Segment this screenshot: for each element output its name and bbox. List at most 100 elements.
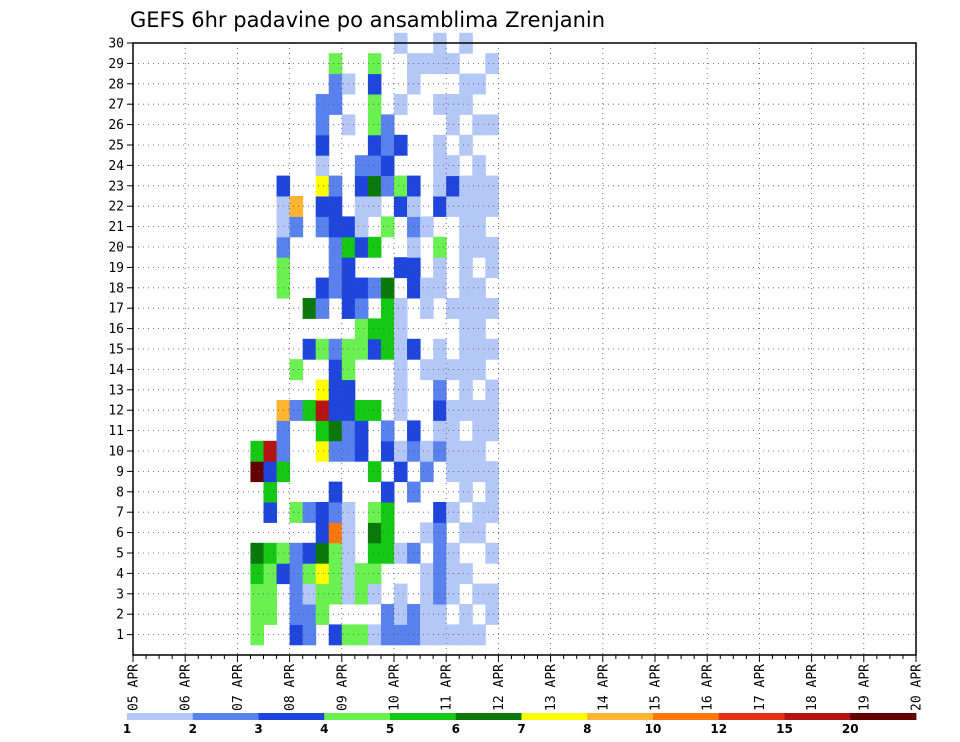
heatmap-cell — [302, 298, 317, 319]
heatmap-cell — [394, 257, 408, 279]
heatmap-cell — [485, 175, 499, 197]
heatmap-cell — [328, 73, 343, 95]
heatmap-cell — [367, 583, 382, 605]
y-tick-label: 29 — [108, 57, 124, 72]
heatmap-cell — [472, 522, 486, 544]
heatmap-cell — [289, 400, 304, 421]
heatmap-cell — [367, 94, 382, 115]
colorbar-swatch — [324, 713, 391, 720]
heatmap-cell — [459, 216, 473, 238]
y-tick-label: 6 — [116, 526, 124, 541]
heatmap-cell — [367, 196, 382, 217]
heatmap-cell — [459, 522, 473, 544]
y-tick-label: 25 — [108, 139, 124, 154]
y-tick-label: 14 — [108, 363, 124, 378]
heatmap-cell — [394, 94, 408, 115]
y-tick-label: 24 — [108, 159, 124, 174]
colorbar-swatch — [850, 713, 917, 720]
heatmap-cell — [446, 461, 460, 483]
heatmap-cell — [315, 196, 330, 217]
heatmap-cell — [315, 440, 330, 462]
colorbar-label: 8 — [583, 722, 591, 736]
heatmap-cell — [354, 155, 369, 177]
heatmap-cell — [485, 196, 499, 217]
heatmap-cell — [328, 53, 343, 75]
heatmap-cell — [472, 196, 486, 217]
heatmap-cell — [328, 440, 343, 462]
y-tick-label: 1 — [116, 628, 124, 643]
heatmap-cell — [472, 359, 486, 381]
heatmap-cell — [289, 359, 304, 381]
heatmap-cell — [420, 624, 434, 646]
colorbar-swatch — [653, 713, 720, 720]
heatmap-cell — [315, 379, 330, 401]
heatmap-cell — [485, 502, 499, 523]
heatmap-cell — [433, 624, 447, 646]
heatmap-cell — [302, 604, 317, 625]
heatmap-cell — [433, 175, 447, 197]
heatmap-cell — [485, 257, 499, 279]
heatmap-cell — [472, 216, 486, 238]
heatmap-cell — [380, 440, 395, 462]
heatmap-cell — [472, 338, 486, 360]
heatmap-cell — [315, 400, 330, 421]
heatmap-cell — [446, 542, 460, 564]
heatmap-cell — [459, 298, 473, 319]
heatmap-cell — [263, 583, 278, 605]
heatmap-cell — [433, 420, 447, 442]
heatmap-cell — [328, 236, 343, 258]
heatmap-cell — [394, 175, 408, 197]
heatmap-cell — [459, 338, 473, 360]
heatmap-cell — [446, 359, 460, 381]
heatmap-cell — [394, 583, 408, 605]
heatmap-cell — [433, 502, 447, 523]
heatmap-cell — [289, 542, 304, 564]
heatmap-cell — [459, 94, 473, 115]
heatmap-cell — [446, 440, 460, 462]
heatmap-cell — [433, 257, 447, 279]
heatmap-cell — [420, 359, 434, 381]
heatmap-cell — [446, 583, 460, 605]
heatmap-cell — [328, 257, 343, 279]
heatmap-cell — [315, 155, 330, 177]
heatmap-cell — [420, 583, 434, 605]
heatmap-cell — [367, 318, 382, 340]
y-tick-label: 27 — [108, 98, 124, 113]
heatmap-cell — [433, 400, 447, 421]
heatmap-cell — [459, 400, 473, 421]
y-tick-label: 18 — [108, 281, 124, 296]
heatmap-cell — [420, 53, 434, 75]
heatmap-cell — [367, 175, 382, 197]
heatmap-cell — [433, 338, 447, 360]
heatmap-cell — [380, 502, 395, 523]
heatmap-cell — [420, 216, 434, 238]
heatmap-cell — [459, 196, 473, 217]
heatmap-cell — [433, 542, 447, 564]
heatmap-cell — [433, 563, 447, 585]
heatmap-cell — [328, 175, 343, 197]
heatmap-cell — [446, 563, 460, 585]
heatmap-cell — [263, 502, 278, 523]
heatmap-cell — [367, 114, 382, 136]
heatmap-cell — [354, 216, 369, 238]
heatmap-cell — [394, 359, 408, 381]
colorbar-swatch — [587, 713, 654, 720]
heatmap-cell — [380, 542, 395, 564]
heatmap-cell — [328, 359, 343, 381]
heatmap-cell — [472, 236, 486, 258]
y-tick-label: 11 — [108, 424, 124, 439]
heatmap-cell — [367, 400, 382, 421]
heatmap-cell — [446, 196, 460, 217]
heatmap-cell — [328, 583, 343, 605]
x-tick-label: 17 APR — [753, 664, 768, 711]
heatmap-cell — [315, 338, 330, 360]
heatmap-cell — [367, 53, 382, 75]
heatmap-cell — [263, 481, 278, 503]
y-tick-label: 12 — [108, 404, 124, 419]
heatmap-cell — [446, 114, 460, 136]
heatmap-cell — [380, 175, 395, 197]
heatmap-cell — [315, 216, 330, 238]
heatmap-cell — [328, 196, 343, 217]
chart-title: GEFS 6hr padavine po ansamblima Zrenjani… — [130, 8, 605, 32]
